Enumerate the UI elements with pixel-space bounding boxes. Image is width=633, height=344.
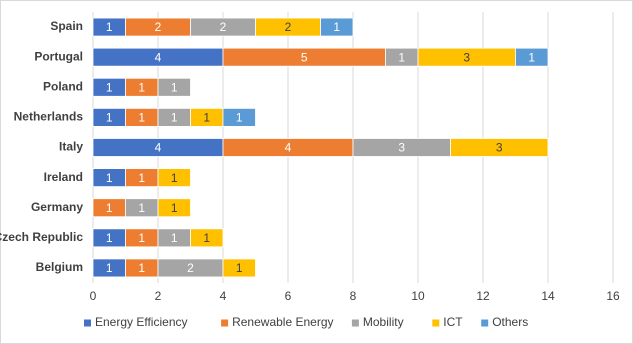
data-label: 1 <box>333 20 340 34</box>
x-tick-label: 10 <box>411 289 425 303</box>
data-label: 1 <box>106 171 113 185</box>
data-label: 4 <box>285 141 292 155</box>
bar-segment <box>222 107 256 127</box>
bar-segment <box>157 168 191 188</box>
data-label: 1 <box>171 201 178 215</box>
y-tick-label: Czech Republic <box>0 230 83 244</box>
data-label: 1 <box>171 231 178 245</box>
data-label: 3 <box>398 141 405 155</box>
data-label: 1 <box>138 261 145 275</box>
data-label: 1 <box>138 231 145 245</box>
data-label: 3 <box>463 50 470 64</box>
data-label: 1 <box>138 111 145 125</box>
x-tick-label: 16 <box>606 289 620 303</box>
y-tick-label: Germany <box>31 200 83 214</box>
data-label: 2 <box>220 20 227 34</box>
bar-segment <box>190 228 224 248</box>
data-label: 1 <box>106 20 113 34</box>
data-label: 1 <box>106 111 113 125</box>
data-label: 3 <box>496 141 503 155</box>
data-label: 2 <box>285 20 292 34</box>
bar-segment <box>157 77 191 97</box>
bar-segment <box>157 198 191 218</box>
data-label: 1 <box>171 171 178 185</box>
data-label: 4 <box>155 141 162 155</box>
legend-swatch <box>221 319 229 327</box>
legend-label: Energy Efficiency <box>95 315 188 329</box>
x-tick-label: 2 <box>155 289 162 303</box>
data-label: 2 <box>187 261 194 275</box>
bar-segment <box>450 138 549 157</box>
legend-swatch <box>351 319 359 327</box>
legend-swatch <box>84 319 91 327</box>
data-label: 1 <box>171 80 178 94</box>
x-tick-label: 12 <box>476 289 490 303</box>
data-label: 5 <box>301 50 308 64</box>
data-label: 1 <box>106 261 113 275</box>
bar-segment <box>515 47 549 67</box>
x-tick-label: 14 <box>541 289 555 303</box>
data-label: 1 <box>398 50 405 64</box>
data-label: 1 <box>528 50 535 64</box>
bar-segment <box>320 17 354 37</box>
data-label: 1 <box>106 201 113 215</box>
y-tick-label: Spain <box>50 19 83 33</box>
legend-label: Others <box>492 315 528 329</box>
data-label: 1 <box>106 231 113 245</box>
y-tick-label: Poland <box>43 79 83 93</box>
legend-label: Renewable Energy <box>232 315 333 329</box>
y-tick-label: Belgium <box>36 260 83 274</box>
data-label: 1 <box>138 201 145 215</box>
legend-label: ICT <box>443 315 463 329</box>
x-tick-label: 0 <box>90 289 97 303</box>
x-tick-label: 6 <box>285 289 292 303</box>
data-label: 4 <box>155 50 162 64</box>
data-label: 2 <box>155 20 162 34</box>
data-label: 1 <box>236 261 243 275</box>
legend-swatch <box>432 319 440 327</box>
y-tick-label: Italy <box>59 140 83 154</box>
x-tick-label: 4 <box>220 289 227 303</box>
y-tick-label: Portugal <box>34 49 83 63</box>
data-label: 1 <box>138 171 145 185</box>
data-label: 1 <box>106 80 113 94</box>
x-tick-label: 8 <box>350 289 357 303</box>
data-label: 1 <box>138 80 145 94</box>
data-label: 1 <box>203 231 210 245</box>
data-label: 1 <box>171 111 178 125</box>
legend-swatch <box>481 319 489 327</box>
bar-segment <box>222 258 256 278</box>
data-label: 1 <box>203 111 210 125</box>
y-tick-label: Netherlands <box>14 110 84 124</box>
y-tick-label: Ireland <box>44 170 83 184</box>
legend-label: Mobility <box>363 315 404 329</box>
data-label: 1 <box>236 111 243 125</box>
